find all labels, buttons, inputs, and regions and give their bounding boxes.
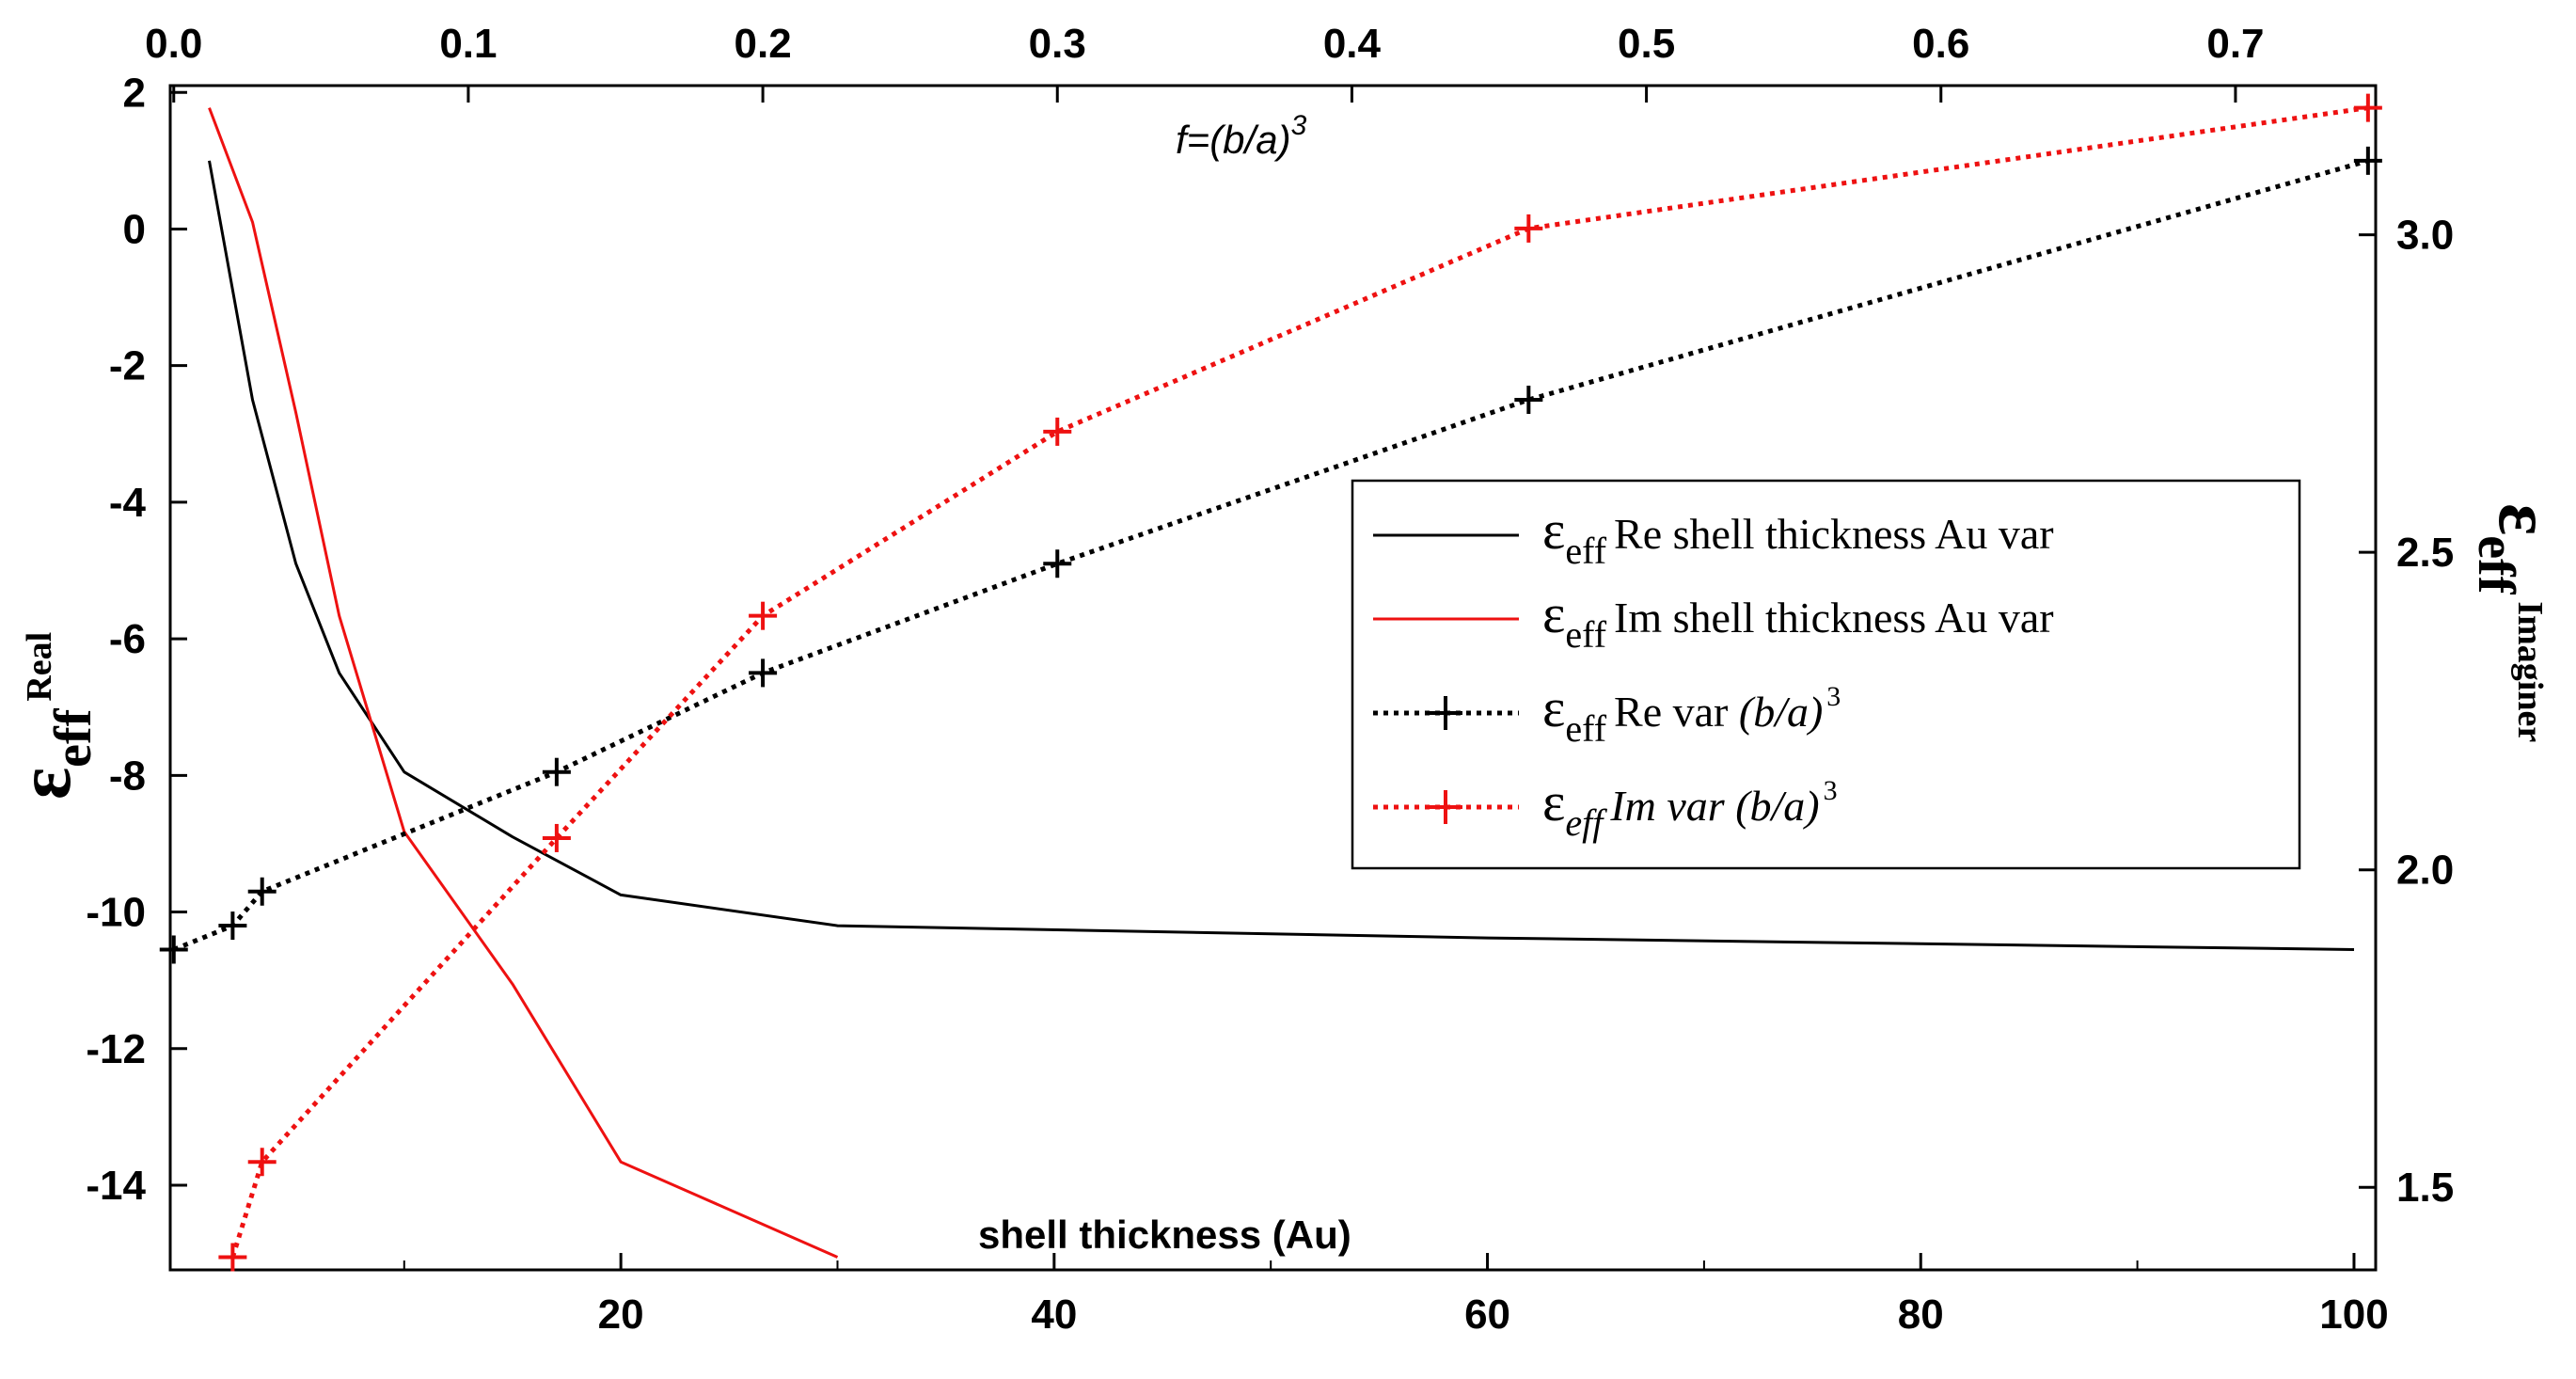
left-tick-label: -10 <box>86 890 146 936</box>
svg-text:εeffReal: εeff Real <box>4 632 103 800</box>
legend-eps: ε <box>1542 583 1565 644</box>
plot-frame <box>168 84 2378 1272</box>
legend-italic-tail: (b/a) <box>1739 688 1823 736</box>
top-tick-label: 0.3 <box>1029 21 1086 67</box>
legend-sup: 3 <box>1826 681 1841 712</box>
legend-label: εeff Re shell thickness Au var <box>1542 499 2054 572</box>
legend-text: Im var <box>1609 782 1735 830</box>
left-axis-title-sup: Real <box>20 632 59 702</box>
top-tick-label: 0.5 <box>1618 21 1675 67</box>
left-tick-label: 0 <box>123 206 146 252</box>
top-tick-label: 0.7 <box>2206 21 2264 67</box>
series-1 <box>208 160 2355 951</box>
series-3 <box>159 146 2382 964</box>
left-axis-title-sub: eff <box>44 707 103 768</box>
legend-eff: eff <box>1565 530 1606 572</box>
top-axis-title: f=(b/a)3 <box>1176 110 1307 162</box>
legend-eff: eff <box>1565 801 1607 844</box>
series-4 <box>218 93 2382 1272</box>
legend-eps: ε <box>1542 771 1565 832</box>
legend-label: εeff Im var (b/a) 3 <box>1542 771 1838 844</box>
legend-item-2: εeff Im shell thickness Au var <box>1373 583 2054 656</box>
legend-item-1: εeff Re shell thickness Au var <box>1373 499 2054 572</box>
legend-label: εeff Re var (b/a) 3 <box>1542 677 1841 750</box>
top-tick-label: 0.4 <box>1323 21 1382 67</box>
top-tick-label: 0.2 <box>735 21 792 67</box>
left-tick-label: -14 <box>86 1163 146 1209</box>
legend-text: Re shell thickness Au var <box>1614 510 2054 558</box>
legend-item-4: εeff Im var (b/a) 3 <box>1373 771 1838 844</box>
top-tick-label: 0.1 <box>439 21 497 67</box>
bottom-tick-label: 60 <box>1464 1292 1510 1338</box>
svg-text:εeffImaginer: εeff Imaginer <box>2467 503 2566 742</box>
bottom-axis-title: shell thickness (Au) <box>978 1213 1351 1257</box>
right-axis-title-sub: eff <box>2467 535 2525 595</box>
legend-italic-tail: (b/a) <box>1735 782 1819 830</box>
right-axis-title: εeff Imaginer <box>2467 503 2566 742</box>
bottom-tick-label: 20 <box>598 1292 644 1338</box>
legend-sup: 3 <box>1824 775 1838 806</box>
series-2 <box>208 107 839 1259</box>
series-1-line <box>208 160 2355 951</box>
right-tick-label: 2.5 <box>2396 530 2454 576</box>
left-tick-label: -6 <box>109 616 146 662</box>
series-layer <box>159 93 2382 1272</box>
series-2-line <box>208 107 839 1259</box>
right-axis-title-main: ε <box>2483 503 2566 535</box>
right-tick-label: 3.0 <box>2396 213 2454 259</box>
top-tick-label: 0.6 <box>1912 21 1969 67</box>
left-tick-label: -2 <box>109 343 146 389</box>
legend-eff: eff <box>1565 707 1606 750</box>
top-axis-title-text: f=(b/a) <box>1176 118 1291 162</box>
bottom-tick-label: 40 <box>1031 1292 1077 1338</box>
left-tick-label: -8 <box>109 753 146 799</box>
bottom-tick-label: 100 <box>2319 1292 2388 1338</box>
right-tick-label: 2.0 <box>2396 848 2454 894</box>
legend-text: Im shell thickness Au var <box>1614 594 2054 642</box>
right-axis-title-sup: Imaginer <box>2510 601 2550 742</box>
legend-box <box>1351 479 2301 870</box>
right-tick-label: 1.5 <box>2396 1165 2454 1211</box>
left-tick-label: 2 <box>123 70 146 116</box>
left-tick-label: -12 <box>86 1026 146 1072</box>
series-3-line <box>172 158 2369 952</box>
left-axis-title-main: ε <box>4 768 87 800</box>
left-tick-label: -4 <box>109 480 147 526</box>
legend-text: Re var <box>1614 688 1739 736</box>
top-axis-title-sup: 3 <box>1291 110 1307 141</box>
legend-label: εeff Im shell thickness Au var <box>1542 583 2054 656</box>
bottom-tick-label: 80 <box>1898 1292 1944 1338</box>
legend-eff: eff <box>1565 613 1606 656</box>
top-tick-label: 0.0 <box>145 21 202 67</box>
legend-item-3: εeff Re var (b/a) 3 <box>1373 677 1841 750</box>
legend-eps: ε <box>1542 499 1565 561</box>
legend-eps: ε <box>1542 677 1565 738</box>
left-axis-title: εeff Real <box>4 632 103 800</box>
